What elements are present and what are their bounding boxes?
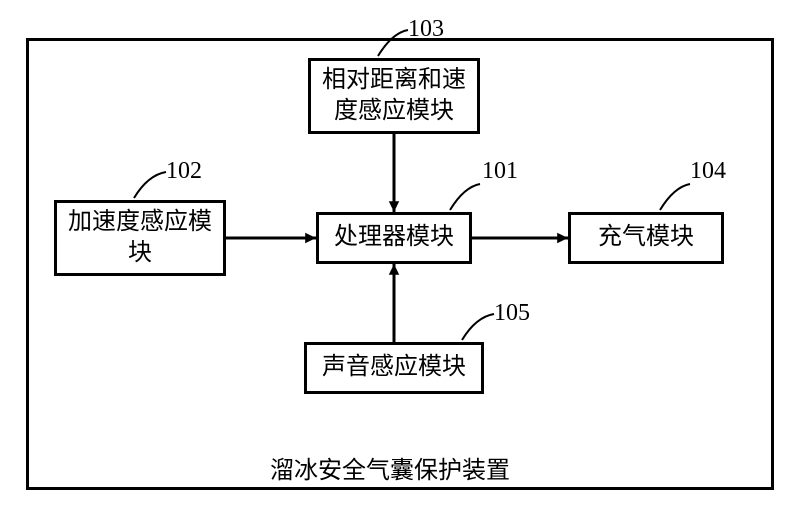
node-relative-distance-speed-sensor: 相对距离和速度感应模块 — [308, 58, 480, 134]
node-sound-sensor: 声音感应模块 — [304, 342, 484, 394]
node-label: 处理器模块 — [334, 222, 454, 253]
diagram-canvas: 相对距离和速度感应模块 加速度感应模块 处理器模块 充气模块 声音感应模块 10… — [0, 0, 800, 526]
node-label: 充气模块 — [598, 222, 694, 253]
node-label: 加速度感应模块 — [57, 207, 223, 269]
node-label: 相对距离和速度感应模块 — [311, 65, 477, 127]
diagram-title: 溜冰安全气囊保护装置 — [270, 450, 510, 485]
node-acceleration-sensor: 加速度感应模块 — [54, 200, 226, 276]
callout-101: 101 — [482, 158, 518, 185]
node-inflation-module: 充气模块 — [568, 212, 724, 264]
callout-104: 104 — [690, 158, 726, 185]
callout-102: 102 — [166, 158, 202, 185]
node-processor-module: 处理器模块 — [316, 212, 472, 264]
callout-103: 103 — [408, 16, 444, 43]
callout-105: 105 — [494, 300, 530, 327]
node-label: 声音感应模块 — [322, 352, 466, 383]
